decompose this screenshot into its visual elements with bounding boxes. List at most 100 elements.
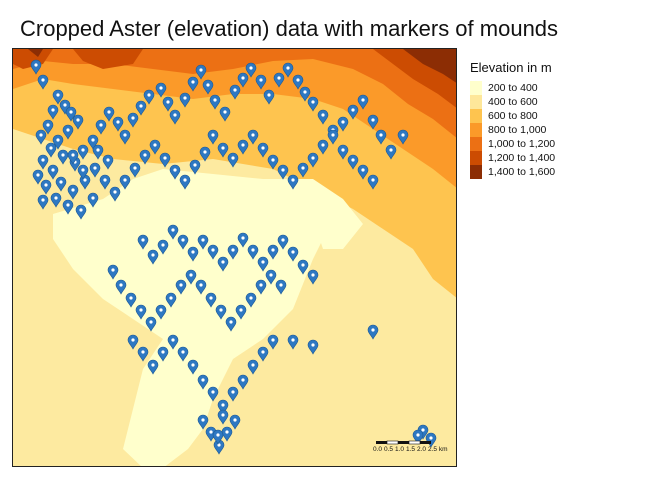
mound-marker-icon[interactable]: [197, 414, 209, 430]
mound-marker-icon[interactable]: [52, 134, 64, 150]
mound-marker-icon[interactable]: [337, 144, 349, 160]
mound-marker-icon[interactable]: [50, 192, 62, 208]
mound-marker-icon[interactable]: [317, 109, 329, 125]
mound-marker-icon[interactable]: [137, 234, 149, 250]
mound-marker-icon[interactable]: [135, 304, 147, 320]
mound-marker-icon[interactable]: [257, 256, 269, 272]
mound-marker-icon[interactable]: [92, 144, 104, 160]
mound-marker-icon[interactable]: [292, 74, 304, 90]
mound-marker-icon[interactable]: [235, 304, 247, 320]
mound-marker-icon[interactable]: [129, 162, 141, 178]
mound-marker-icon[interactable]: [167, 224, 179, 240]
mound-marker-icon[interactable]: [317, 139, 329, 155]
mound-marker-icon[interactable]: [221, 426, 233, 442]
mound-marker-icon[interactable]: [177, 346, 189, 362]
mound-marker-icon[interactable]: [149, 139, 161, 155]
mound-marker-icon[interactable]: [187, 76, 199, 92]
mound-marker-icon[interactable]: [135, 100, 147, 116]
mound-marker-icon[interactable]: [167, 334, 179, 350]
mound-marker-icon[interactable]: [375, 129, 387, 145]
mound-marker-icon[interactable]: [72, 114, 84, 130]
mound-marker-icon[interactable]: [229, 84, 241, 100]
mound-marker-icon[interactable]: [77, 144, 89, 160]
mound-marker-icon[interactable]: [187, 359, 199, 375]
mound-marker-icon[interactable]: [197, 234, 209, 250]
mound-marker-icon[interactable]: [195, 64, 207, 80]
mound-marker-icon[interactable]: [155, 304, 167, 320]
mound-marker-icon[interactable]: [199, 146, 211, 162]
mound-marker-icon[interactable]: [219, 106, 231, 122]
mound-marker-icon[interactable]: [107, 264, 119, 280]
mound-marker-icon[interactable]: [195, 279, 207, 295]
mound-marker-icon[interactable]: [37, 74, 49, 90]
mound-marker-icon[interactable]: [257, 142, 269, 158]
mound-marker-icon[interactable]: [225, 316, 237, 332]
mound-marker-icon[interactable]: [162, 96, 174, 112]
mound-marker-icon[interactable]: [263, 89, 275, 105]
mound-marker-icon[interactable]: [307, 339, 319, 355]
mound-marker-icon[interactable]: [175, 279, 187, 295]
mound-marker-icon[interactable]: [169, 109, 181, 125]
mound-marker-icon[interactable]: [255, 279, 267, 295]
mound-marker-icon[interactable]: [99, 174, 111, 190]
mound-marker-icon[interactable]: [65, 106, 77, 122]
mound-marker-icon[interactable]: [277, 234, 289, 250]
mound-marker-icon[interactable]: [207, 244, 219, 260]
mound-marker-icon[interactable]: [52, 89, 64, 105]
mound-marker-icon[interactable]: [87, 192, 99, 208]
mound-marker-icon[interactable]: [367, 324, 379, 340]
mound-marker-icon[interactable]: [237, 72, 249, 88]
mound-marker-icon[interactable]: [245, 292, 257, 308]
mound-marker-icon[interactable]: [229, 414, 241, 430]
mound-marker-icon[interactable]: [257, 346, 269, 362]
mound-marker-icon[interactable]: [282, 62, 294, 78]
mound-marker-icon[interactable]: [115, 279, 127, 295]
mound-marker-icon[interactable]: [103, 106, 115, 122]
mound-marker-icon[interactable]: [227, 152, 239, 168]
mound-marker-icon[interactable]: [202, 79, 214, 95]
mound-marker-icon[interactable]: [109, 186, 121, 202]
mound-marker-icon[interactable]: [237, 139, 249, 155]
mound-marker-icon[interactable]: [102, 154, 114, 170]
mound-marker-icon[interactable]: [207, 129, 219, 145]
mound-marker-icon[interactable]: [189, 159, 201, 175]
mound-marker-icon[interactable]: [127, 334, 139, 350]
mound-marker-icon[interactable]: [215, 304, 227, 320]
mound-marker-icon[interactable]: [155, 82, 167, 98]
mound-marker-icon[interactable]: [45, 142, 57, 158]
mound-marker-icon[interactable]: [47, 164, 59, 180]
elevation-map[interactable]: [12, 48, 457, 467]
mound-marker-icon[interactable]: [217, 409, 229, 425]
mound-marker-icon[interactable]: [62, 199, 74, 215]
mound-marker-icon[interactable]: [287, 334, 299, 350]
mound-marker-icon[interactable]: [247, 359, 259, 375]
mound-marker-icon[interactable]: [299, 86, 311, 102]
mound-marker-icon[interactable]: [67, 149, 79, 165]
mound-marker-icon[interactable]: [187, 246, 199, 262]
mound-marker-icon[interactable]: [297, 162, 309, 178]
mound-marker-icon[interactable]: [89, 162, 101, 178]
mound-marker-icon[interactable]: [287, 246, 299, 262]
mound-marker-icon[interactable]: [47, 104, 59, 120]
mound-marker-icon[interactable]: [75, 204, 87, 220]
mound-marker-icon[interactable]: [357, 164, 369, 180]
mound-marker-icon[interactable]: [143, 89, 155, 105]
mound-marker-icon[interactable]: [267, 244, 279, 260]
mound-marker-icon[interactable]: [165, 292, 177, 308]
mound-marker-icon[interactable]: [247, 244, 259, 260]
mound-marker-icon[interactable]: [367, 114, 379, 130]
mound-marker-icon[interactable]: [169, 164, 181, 180]
mound-marker-icon[interactable]: [267, 334, 279, 350]
mound-marker-icon[interactable]: [145, 316, 157, 332]
mound-marker-icon[interactable]: [37, 154, 49, 170]
mound-marker-icon[interactable]: [237, 374, 249, 390]
mound-marker-icon[interactable]: [159, 152, 171, 168]
mound-marker-icon[interactable]: [40, 179, 52, 195]
mound-marker-icon[interactable]: [237, 232, 249, 248]
mound-marker-icon[interactable]: [62, 124, 74, 140]
mound-marker-icon[interactable]: [347, 104, 359, 120]
mound-marker-icon[interactable]: [127, 112, 139, 128]
mound-marker-icon[interactable]: [265, 269, 277, 285]
mound-marker-icon[interactable]: [147, 359, 159, 375]
mound-marker-icon[interactable]: [197, 374, 209, 390]
